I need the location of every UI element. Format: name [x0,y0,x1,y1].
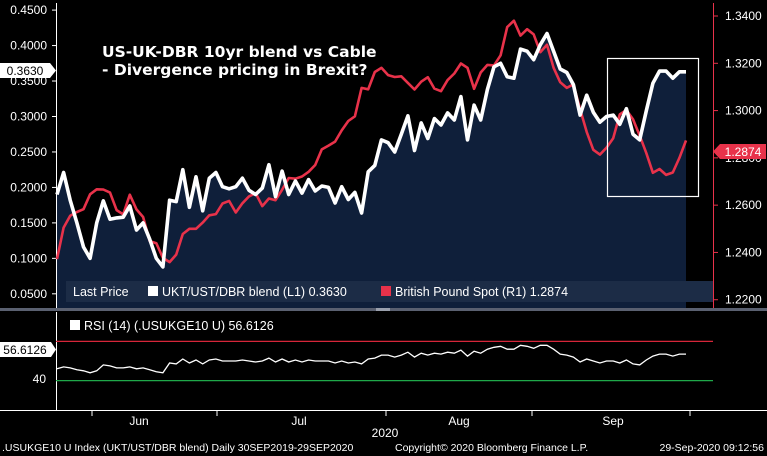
footer-timestamp: 29-Sep-2020 09:12:56 [659,442,764,454]
rsi-legend-swatch [70,320,80,330]
left-tick-label: 0.1500 [10,216,47,230]
right-last-value-badge: 1.2874 [713,144,766,159]
left-tick-label: 0.0500 [10,287,47,301]
left-last-value: 0.3630 [7,64,44,78]
legend-swatch-gbp [381,286,391,296]
x-tick-label: Aug [448,414,469,428]
chart-subtitle: - Divergence pricing in Brexit? [102,61,368,79]
x-tick-label: Jun [129,414,148,428]
right-tick-label: 1.3400 [725,9,762,23]
left-tick-label: 0.1000 [10,251,47,265]
right-axis-ticks: 1.34001.32001.30001.28001.26001.24001.22… [713,9,762,307]
rsi-last-value: 56.6126 [3,343,47,357]
right-tick-label: 1.2200 [725,293,762,307]
chart-title: US-UK-DBR 10yr blend vs Cable [102,43,377,61]
x-axis-year: 2020 [372,426,399,440]
x-tick-label: Jul [291,414,306,428]
x-axis: Jun Jul Aug Sep 2020 [0,410,767,440]
footer-ticker: .USUKGE10 U Index (UKT/UST/DBR blend) Da… [2,442,353,454]
rsi-series-line [56,344,686,374]
rsi-panel: 40 56.6126 RSI (14) (.USUKGE10 U) 56.612… [0,312,713,410]
rsi-legend: RSI (14) (.USUKGE10 U) 56.6126 [84,319,274,333]
legend-swatch-blend [148,286,158,296]
left-tick-label: 0.2500 [10,145,47,159]
right-last-value: 1.2874 [725,145,762,159]
left-tick-label: 0.4000 [10,39,47,53]
rsi-last-value-badge: 56.6126 [0,342,56,357]
left-last-value-badge: 0.3630 [0,63,56,78]
right-tick-label: 1.3000 [725,104,762,118]
x-tick-label: Sep [602,414,624,428]
right-tick-label: 1.2600 [725,198,762,212]
legend-last-price: Last Price [73,285,129,299]
footer-copyright: Copyright© 2020 Bloomberg Finance L.P. [395,442,588,454]
main-legend: Last Price UKT/UST/DBR blend (L1) 0.3630… [66,281,713,302]
footer-bar: .USUKGE10 U Index (UKT/UST/DBR blend) Da… [2,442,764,454]
right-tick-label: 1.2400 [725,245,762,259]
rsi-tick-40: 40 [33,372,47,386]
blend-series-line [55,31,686,269]
main-panel: 0.45000.40000.35000.30000.25000.20000.15… [0,3,766,308]
right-tick-label: 1.3200 [725,56,762,70]
legend-blend: UKT/UST/DBR blend (L1) 0.3630 [162,285,347,299]
left-tick-label: 0.3000 [10,109,47,123]
highlight-box [606,57,700,198]
left-tick-label: 0.2000 [10,180,47,194]
left-tick-label: 0.4500 [10,3,47,17]
legend-gbp: British Pound Spot (R1) 1.2874 [395,285,568,299]
panel-divider-handle[interactable] [376,308,390,311]
x-axis-ticks: Jun Jul Aug Sep [91,410,691,428]
